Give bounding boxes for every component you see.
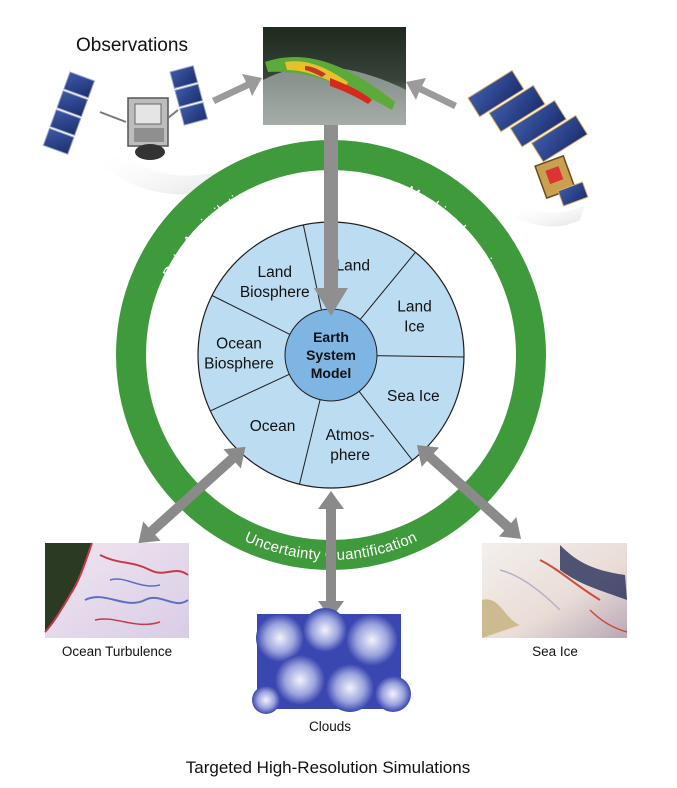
observations-label: Observations xyxy=(76,35,188,56)
segment-label-line: Biosphere xyxy=(204,356,274,373)
segment-label-line: Sea Ice xyxy=(387,388,440,405)
clouds-caption: Clouds xyxy=(309,719,351,734)
segment-label-line: Land xyxy=(257,264,291,281)
segment-label-ocean-biosphere: Ocean Biosphere xyxy=(204,336,274,373)
observation-to-model-arrow xyxy=(314,125,348,316)
segment-label-line: Atmos- xyxy=(326,427,375,444)
segment-label-line: phere xyxy=(330,447,370,464)
segment-divider xyxy=(302,224,322,311)
earth-system-model-label: Earth System Model xyxy=(306,329,356,381)
sea-ice-caption: Sea Ice xyxy=(532,644,578,659)
clouds-image xyxy=(252,608,411,714)
core-label-line: System xyxy=(306,347,356,363)
segment-label-line: Ice xyxy=(404,318,425,335)
segment-divider xyxy=(211,295,291,335)
segment-label-line: Ocean xyxy=(216,336,262,353)
ocean-turbulence-caption: Ocean Turbulence xyxy=(62,644,172,659)
segment-label-land: Land xyxy=(336,258,370,275)
core-label-line: Earth xyxy=(313,329,349,345)
segment-label-land-biosphere: Land Biosphere xyxy=(240,264,310,301)
segment-divider xyxy=(210,373,290,412)
segment-label-line: Land xyxy=(397,298,431,315)
segment-label-line: Land xyxy=(336,258,370,275)
right-satellite-icon xyxy=(467,69,589,227)
sea-ice-image xyxy=(482,543,628,638)
simulation-arrows xyxy=(138,445,522,619)
observation-arrows xyxy=(212,74,457,109)
left-satellite-icon xyxy=(42,65,240,195)
segment-label-ocean: Ocean xyxy=(250,418,296,435)
earth-system-model-disk: Land Land Ice Sea Ice Atmos-phere Ocean Ocean B… xyxy=(197,221,465,489)
segment-label-sea-ice: Sea Ice xyxy=(387,388,440,405)
segment-divider xyxy=(358,391,413,461)
core-label-line: Model xyxy=(311,365,351,381)
segment-divider xyxy=(298,399,321,485)
segment-label-line: Ocean xyxy=(250,418,296,435)
earth-observation-image xyxy=(263,27,406,125)
segment-label-line: Biosphere xyxy=(240,284,310,301)
segment-divider xyxy=(359,251,416,320)
segment-label-atmosphere: Atmos-phere xyxy=(326,427,375,464)
ocean-turbulence-image xyxy=(44,542,189,638)
segment-label-land-ice: Land Ice xyxy=(397,298,431,335)
segment-divider xyxy=(376,355,464,358)
footer-title: Targeted High-Resolution Simulations xyxy=(186,758,470,777)
